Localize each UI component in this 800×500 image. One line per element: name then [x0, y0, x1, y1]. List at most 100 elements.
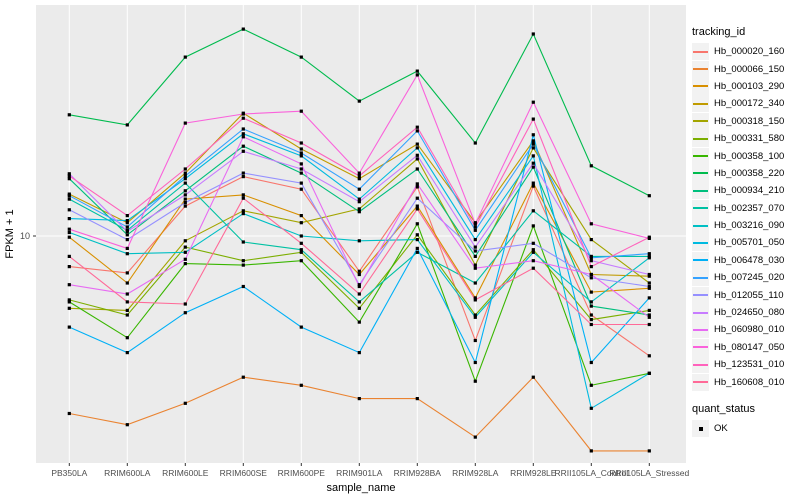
legend-key-icon — [692, 77, 709, 95]
data-point — [183, 239, 187, 243]
legend-key-icon — [692, 286, 709, 304]
x-tick-label: RRIM928BA — [394, 468, 442, 478]
legend-key-line-icon — [693, 50, 708, 53]
data-point — [299, 181, 303, 185]
data-point — [67, 197, 71, 201]
data-point — [473, 238, 477, 242]
data-point — [357, 187, 361, 191]
legend-item-label: Hb_123531_010 — [714, 359, 785, 371]
legend-key-line-icon — [693, 241, 708, 244]
data-point — [67, 172, 71, 176]
legend-item: Hb_005701_050 — [692, 234, 798, 252]
data-point — [647, 281, 651, 285]
data-point — [299, 171, 303, 175]
data-point — [241, 259, 245, 263]
x-tick-label: RRIM928LA — [452, 468, 499, 478]
data-point — [473, 263, 477, 267]
legend-key-icon — [692, 321, 709, 339]
legend-key-line-icon — [693, 68, 708, 71]
legend-key-icon — [692, 420, 709, 437]
data-point — [531, 375, 535, 379]
data-point — [125, 351, 129, 355]
legend-key-line-icon — [693, 102, 708, 105]
data-point — [67, 325, 71, 329]
x-tick-label: RRIM600SE — [220, 468, 268, 478]
legend-item: Hb_000331_580 — [692, 130, 798, 148]
data-point — [473, 254, 477, 258]
data-point — [241, 149, 245, 153]
data-point — [125, 300, 129, 304]
legend-key-icon — [692, 217, 709, 235]
legend-title-tracking-id: tracking_id — [692, 26, 746, 38]
legend-item: Hb_000066_150 — [692, 60, 798, 78]
data-point — [125, 313, 129, 317]
legend-item: Hb_007245_020 — [692, 269, 798, 287]
legend-key-line-icon — [693, 259, 708, 262]
data-point — [183, 401, 187, 405]
legend-key-line-icon — [693, 224, 708, 227]
data-point — [415, 196, 419, 200]
data-point — [473, 338, 477, 343]
data-point — [299, 241, 303, 245]
legend: tracking_id Hb_000020_160 Hb_000066_150 Hb… — [692, 26, 798, 437]
data-point — [125, 271, 129, 275]
data-point — [589, 222, 593, 226]
data-point — [531, 248, 535, 252]
legend-key-line-icon — [693, 189, 708, 192]
x-tick-label: RRIM928LE — [510, 468, 557, 478]
data-point — [531, 154, 535, 158]
legend-item: Hb_060980_010 — [692, 321, 798, 339]
data-point — [357, 272, 361, 277]
data-point — [241, 171, 245, 175]
data-point — [473, 225, 477, 229]
data-point — [241, 27, 245, 31]
data-point — [125, 423, 129, 427]
data-point — [183, 171, 187, 175]
legend-key-icon — [692, 95, 709, 113]
data-point — [241, 209, 245, 213]
data-point — [473, 379, 477, 383]
data-point — [299, 55, 303, 59]
data-point — [415, 246, 419, 250]
data-point — [531, 100, 535, 104]
data-point — [415, 182, 419, 186]
data-point — [241, 284, 245, 289]
data-point — [473, 435, 477, 439]
data-point — [67, 230, 71, 235]
data-point — [589, 318, 593, 322]
legend-key-line-icon — [693, 276, 708, 279]
data-point — [357, 351, 361, 355]
data-point — [183, 181, 187, 185]
data-point — [589, 276, 593, 280]
data-point — [415, 250, 419, 254]
data-point — [125, 219, 129, 223]
data-point — [589, 256, 593, 260]
data-point — [299, 162, 303, 166]
legend-title-quant-status: quant_status — [692, 402, 755, 415]
data-point — [531, 224, 535, 228]
data-point — [67, 283, 71, 287]
data-point — [357, 269, 361, 273]
legend-item-quant-status: OK — [692, 420, 798, 437]
legend-key-icon — [692, 251, 709, 269]
legend-item-label: Hb_000331_580 — [714, 133, 785, 145]
data-point — [183, 204, 187, 208]
legend-item-label: Hb_000020_160 — [714, 46, 785, 58]
data-point — [67, 177, 71, 181]
data-point — [415, 142, 419, 146]
data-point — [183, 311, 187, 315]
data-point — [473, 315, 477, 319]
data-point — [357, 171, 361, 175]
data-point — [531, 209, 535, 213]
data-point — [67, 411, 71, 416]
legend-item: Hb_160608_010 — [692, 373, 798, 391]
data-point — [531, 161, 535, 165]
data-point — [241, 132, 245, 136]
legend-item: Hb_012055_110 — [692, 286, 798, 304]
data-point — [357, 284, 361, 289]
legend-key-icon — [692, 182, 709, 200]
data-point — [415, 233, 419, 237]
data-point — [183, 201, 187, 205]
data-point — [415, 157, 419, 161]
